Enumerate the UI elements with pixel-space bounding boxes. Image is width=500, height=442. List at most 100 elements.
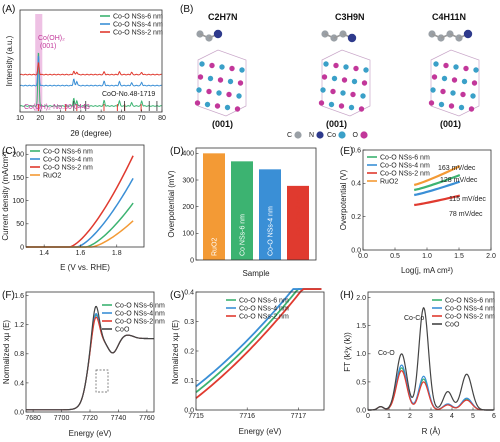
panel-e-label: (E) — [340, 146, 353, 157]
co-atom-icon — [441, 75, 448, 82]
panel-b-label: (B) — [180, 4, 193, 15]
panel-a: (A) 10 20 30 40 50 60 70 80 2θ (degree) Intensi… — [2, 4, 166, 138]
coh2-facet-label: (001) — [40, 43, 56, 50]
bar-label: Co NSs-2 nm — [296, 194, 303, 236]
legend-label: Co-O NSs-4 nm — [445, 305, 495, 312]
x-tick-label: 30 — [57, 115, 65, 122]
o-atom-icon — [428, 100, 435, 106]
co-atom-icon — [438, 101, 445, 108]
bar-label: Co-O NSs-4 nm — [268, 206, 275, 256]
x-tick-label: 7720 — [82, 415, 98, 422]
facet-label-3: (001) — [440, 119, 461, 129]
y-tick-label: 300 — [182, 177, 194, 184]
o-atom-icon — [350, 91, 356, 98]
co-atom-icon — [458, 104, 465, 111]
legend-label: Co-O NSs-4 nm — [43, 156, 93, 163]
y-tick-label: 1.5 — [356, 323, 366, 330]
xanes-series — [26, 305, 154, 411]
y-tick-label: 0.0 — [14, 409, 24, 416]
atom-legend-label: N — [309, 132, 314, 139]
panel-h-ticks: 0 1 2 3 4 5 6 0.0 0.5 1.0 1.5 2.0 — [356, 295, 496, 420]
x-tick-label: 1.8 — [112, 250, 122, 257]
panel-e: (E) 0.0 0.5 1.0 1.5 2.0 0.0 0.2 0.4 0.6 Log(j, m… — [339, 146, 496, 275]
co-atom-icon — [461, 78, 468, 85]
y-tick-label: 100 — [182, 231, 194, 238]
o-atom-icon — [361, 80, 368, 86]
x-tick-label: 1.6 — [76, 250, 86, 257]
panel-f-label: (F) — [2, 290, 15, 301]
unit-cell — [197, 49, 247, 117]
co-atom-icon — [204, 101, 211, 108]
y-tick-label: 200 — [12, 152, 24, 159]
legend-label: Co-O NSs-2 nm — [380, 170, 430, 177]
y-tick-label: 0.8 — [14, 351, 24, 358]
exafs-curves — [368, 307, 494, 411]
co-atom-icon — [199, 61, 205, 67]
panel-a-frame — [19, 9, 163, 113]
xrd-series — [19, 52, 162, 107]
o-atom-icon — [440, 88, 446, 95]
x-tick-label: 2 — [408, 413, 412, 420]
x-tick-label: 0.5 — [390, 253, 400, 260]
co-atom-icon — [450, 90, 456, 96]
panel-f-xlabel: Energy (eV) — [69, 429, 112, 438]
co-atom-icon — [207, 75, 214, 82]
panel-h-xlabel: R (Å) — [422, 427, 441, 436]
atom-legend-label: O — [353, 132, 359, 139]
tafel-6nm-label: 128 mV/dec — [440, 177, 478, 184]
zoom-box — [95, 369, 109, 393]
co-atom-icon — [453, 64, 459, 70]
co-atom-icon — [338, 131, 346, 139]
o-atom-icon — [237, 80, 244, 86]
panel-c-ticks: 1.4 1.6 1.8 0 50 100 150 200 — [12, 152, 121, 257]
co-atom-icon — [343, 64, 349, 70]
legend-label: Co-O NSs-6 nm — [115, 302, 165, 309]
panel-h: (H) 0 1 2 3 4 5 6 0.0 0.5 1.0 1.5 2.0 R (Å) FT (k³χ… — [340, 290, 496, 436]
o-atom-icon — [460, 91, 466, 98]
x-tick-label: 1.5 — [454, 253, 464, 260]
coh2-label: Co(OH)₂ — [38, 35, 65, 42]
legend-label: RuO2 — [380, 178, 398, 185]
panel-e-ylabel: Overpotential (V) — [339, 169, 348, 230]
co-atom-icon — [219, 64, 225, 70]
tafel-series — [413, 174, 461, 192]
o-atom-icon — [318, 100, 325, 106]
bar — [203, 153, 225, 260]
y-tick-label: 0.0 — [351, 247, 361, 254]
legend-label: Co-O NSs-2 nm — [445, 313, 495, 320]
n-atom-icon — [213, 29, 223, 39]
legend-label: Co-O NSs-2 nm — [115, 318, 165, 325]
x-tick-label: 6 — [492, 413, 496, 420]
x-tick-label: 7716 — [239, 413, 255, 420]
x-tick-label: 7715 — [188, 413, 204, 420]
x-tick-label: 3 — [429, 413, 433, 420]
o-atom-icon — [333, 62, 339, 69]
y-tick-label: 100 — [12, 198, 24, 205]
unit-cell — [321, 49, 371, 117]
x-tick-label: 0.0 — [358, 253, 368, 260]
o-atom-icon — [468, 106, 475, 112]
o-atom-icon — [448, 103, 455, 109]
panel-g-ticks: 7715 7716 7717 0.0 0.1 0.2 0.3 0.4 — [184, 289, 306, 420]
facet-label-1: (001) — [212, 119, 233, 129]
tafel-2nm-label: 78 mV/dec — [449, 211, 483, 218]
lsv-series — [26, 220, 134, 248]
bar — [287, 185, 309, 260]
crystal-structures — [194, 29, 480, 117]
xrd-series — [19, 55, 162, 87]
y-tick-label: 0.4 — [184, 289, 194, 296]
x-tick-label: 0 — [366, 413, 370, 420]
atom-legend: C N Co O — [287, 131, 368, 139]
xanes-curves — [26, 305, 154, 411]
x-tick-label: 4 — [450, 413, 454, 420]
y-tick-label: 0.2 — [351, 214, 361, 221]
tafel-ruo2-label: 163 mV/dec — [438, 165, 476, 172]
x-tick-label: 1.0 — [422, 253, 432, 260]
formula-2: C3H9N — [335, 12, 365, 22]
panel-f-ylabel: Normalized xμ (E) — [2, 320, 11, 385]
